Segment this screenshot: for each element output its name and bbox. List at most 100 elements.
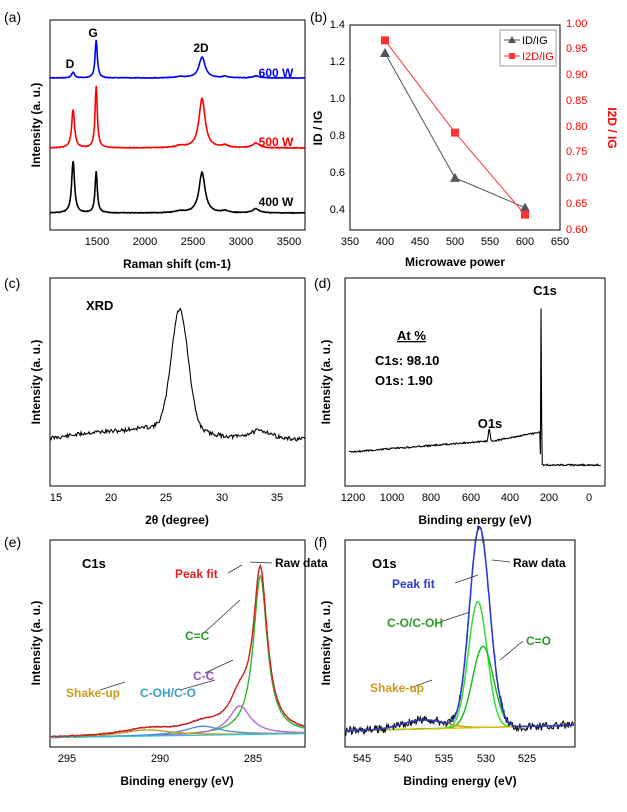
panel-c-label: (c) <box>4 275 20 291</box>
e-ann-coh: C-OH/C-O <box>140 686 196 700</box>
e-ann-cc: C-C <box>193 669 215 683</box>
b-rytick: 0.65 <box>566 198 587 210</box>
panel-a-spectra <box>49 39 306 215</box>
e-ylabel: Intensity (a. u.) <box>29 601 43 686</box>
b-rytick: 0.90 <box>566 69 587 81</box>
a-xtick: 2500 <box>181 236 205 248</box>
d-xtick: 800 <box>422 492 440 504</box>
b-ylabel: ID / IG <box>311 111 325 146</box>
a-peak-label-2d: 2D <box>193 41 209 55</box>
f-ann-raw-text: Raw data <box>513 556 566 570</box>
a-xlabel: Raman shift (cm-1) <box>123 257 231 271</box>
panel-a: (a) 1500 2000 2500 3000 3500 Raman shift… <box>4 9 306 271</box>
f-ann-raw: Raw data <box>513 556 566 570</box>
b-ytick: 0.6 <box>330 167 345 179</box>
c-xtick: 25 <box>160 492 172 504</box>
panel-a-label: (a) <box>4 9 21 25</box>
a-spectrum-1 <box>49 85 305 150</box>
a-legend-400: 400 W <box>259 195 294 209</box>
panel-d: (d) 1200 1000 800 600 400 200 0 Binding … <box>314 275 606 527</box>
b-rytick: 0.75 <box>566 146 587 158</box>
b-point-id <box>380 47 390 57</box>
d-composition-c: C1s: 98.10 <box>375 353 439 368</box>
panel-d-xticks: 1200 1000 800 600 400 200 0 <box>341 492 592 504</box>
e-xtick: 285 <box>244 753 262 765</box>
b-legend-text-2d: I2D/IG <box>522 51 554 63</box>
f-ann-co: C=O <box>526 634 551 648</box>
panel-b-right-yticks: 0.60 0.65 0.70 0.75 0.80 0.85 0.90 0.95 … <box>566 18 587 236</box>
b-xtick: 550 <box>481 236 499 248</box>
c-title: XRD <box>86 298 113 313</box>
a-xtick: 3500 <box>277 236 301 248</box>
f-peak-fit <box>345 525 575 732</box>
b-rytick: 1.00 <box>566 18 587 30</box>
panel-d-label: (d) <box>314 275 331 291</box>
e-xtick: 295 <box>58 753 76 765</box>
c-xtick: 15 <box>50 492 62 504</box>
panel-b-series <box>380 36 530 219</box>
a-legend-600: 600 W <box>259 66 294 80</box>
b-rytick: 0.80 <box>566 121 587 133</box>
f-arrow-2 <box>439 611 471 623</box>
a-spectrum-0 <box>49 39 305 80</box>
b-point-id <box>450 172 460 182</box>
b-point-2d <box>451 128 459 137</box>
panel-e-frame <box>49 539 306 748</box>
b-ytick: 0.8 <box>330 130 345 142</box>
b-legend-text-id: ID/IG <box>522 35 548 47</box>
b-rytick: 0.60 <box>566 224 587 236</box>
b-xlabel: Microwave power <box>405 255 505 269</box>
panel-b-yticks: 0.4 0.6 0.8 1.0 1.2 1.4 <box>330 19 345 216</box>
c-ylabel: Intensity (a. u.) <box>29 340 43 425</box>
c-xtick: 30 <box>216 492 228 504</box>
e-arrow-4 <box>179 679 216 691</box>
f-xtick: 535 <box>435 753 453 765</box>
panel-b: (b) 0.4 0.6 0.8 1.0 1.2 1.4 0.60 0.65 0.… <box>310 9 619 269</box>
b-ylabel-right: I2D / IG <box>605 107 619 148</box>
panel-f-xticks: 545 540 535 530 525 <box>353 753 536 765</box>
panel-b-label: (b) <box>310 9 327 25</box>
e-xtick: 290 <box>151 753 169 765</box>
f-xlabel: Binding energy (eV) <box>403 774 516 788</box>
a-xtick: 3000 <box>229 236 253 248</box>
f-xtick: 540 <box>394 753 412 765</box>
d-peak-label-c1s: C1s <box>533 283 557 298</box>
e-background <box>49 733 306 739</box>
panel-f-fit <box>344 525 576 737</box>
d-table-title: At % <box>397 328 426 343</box>
e-ann-raw-text: Raw data <box>275 556 328 570</box>
b-xtick: 350 <box>341 236 359 248</box>
d-ylabel: Intensity (a. u.) <box>319 340 333 425</box>
a-xtick: 2000 <box>133 236 157 248</box>
e-arrow-5 <box>99 681 126 691</box>
d-xtick: 0 <box>586 492 592 504</box>
d-peak-label-o1s: O1s <box>478 416 503 431</box>
a-peak-label-g: G <box>88 26 97 40</box>
panel-a-frame <box>49 19 306 231</box>
b-ytick: 0.4 <box>330 204 345 216</box>
panel-f: (f) 545 540 535 530 525 Binding energy (… <box>314 525 576 788</box>
panel-c-xticks: 15 20 25 30 35 <box>50 492 283 504</box>
b-xtick: 400 <box>376 236 394 248</box>
f-ann-coh: C-O/C-OH <box>387 616 443 630</box>
panel-d-frame <box>344 277 606 487</box>
b-point-2d <box>381 36 389 45</box>
e-title: C1s <box>82 556 106 571</box>
e-arrow-1 <box>249 561 273 564</box>
panel-f-label: (f) <box>314 534 327 550</box>
e-peak-fit <box>50 564 305 738</box>
f-title: O1s <box>372 556 397 571</box>
panel-b-xticks: 350 400 450 500 550 600 650 <box>341 236 569 248</box>
b-point-2d <box>521 210 529 219</box>
panel-c-frame <box>49 277 306 487</box>
b-xtick: 450 <box>411 236 429 248</box>
b-rytick: 0.70 <box>566 172 587 184</box>
d-xtick: 600 <box>462 492 480 504</box>
e-arrow-0 <box>227 564 243 574</box>
panel-e: (e) 295 290 285 Binding energy (eV) Inte… <box>4 534 328 788</box>
d-xtick: 200 <box>540 492 558 504</box>
b-point-id <box>520 202 530 212</box>
b-rytick: 0.95 <box>566 43 587 55</box>
d-xtick: 1000 <box>380 492 404 504</box>
